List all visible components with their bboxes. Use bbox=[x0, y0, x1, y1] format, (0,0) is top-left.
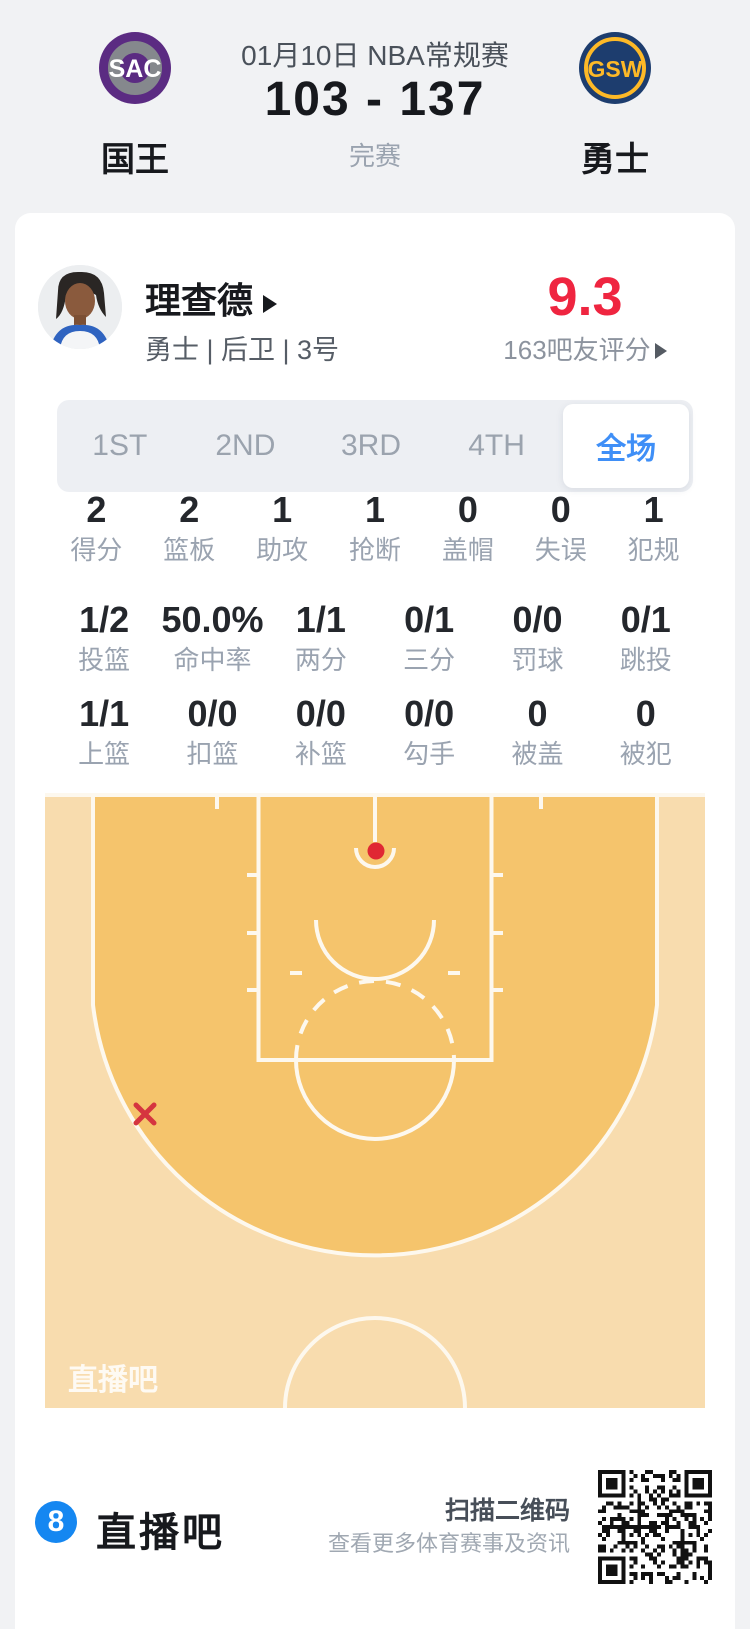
stat-item: 1 犯规 bbox=[627, 489, 680, 566]
svg-text:GSW: GSW bbox=[588, 56, 643, 82]
shot-chart-court: 直播吧 bbox=[45, 793, 705, 1409]
paint-lane bbox=[256, 793, 494, 1062]
match-status: 完赛 bbox=[348, 141, 401, 171]
tab-1ST[interactable]: 1ST bbox=[92, 429, 148, 462]
player-name: 理查德 bbox=[145, 280, 254, 321]
stat-item: 1 抢断 bbox=[349, 489, 402, 566]
svg-text:SAC: SAC bbox=[109, 55, 162, 83]
missed-shot-marker bbox=[133, 1102, 157, 1126]
made-shot-marker bbox=[367, 842, 385, 860]
stat-item: 1 助攻 bbox=[256, 489, 309, 566]
qr-code bbox=[598, 1470, 712, 1584]
tab-2ND[interactable]: 2ND bbox=[215, 429, 276, 462]
stat-item: 0 被犯 bbox=[619, 693, 672, 770]
rating-source-label: 163吧友评分 bbox=[503, 335, 651, 365]
center-circle-arc bbox=[283, 1316, 467, 1409]
expand-arrow-icon bbox=[263, 295, 278, 313]
court-watermark: 直播吧 bbox=[68, 1364, 158, 1397]
quarter-tabs: 1ST 2ND 3RD 4TH 全场 bbox=[57, 400, 693, 492]
scan-hint: 扫描二维码 查看更多体育赛事及资讯 bbox=[328, 1496, 570, 1558]
stat-item: 1/1 两分 bbox=[294, 599, 347, 676]
stat-item: 0 被盖 bbox=[511, 693, 564, 770]
player-name-button[interactable]: 理查德 bbox=[145, 272, 278, 324]
stat-item: 2 得分 bbox=[70, 489, 123, 566]
scan-title: 扫描二维码 bbox=[444, 1497, 570, 1525]
home-team-name: 国王 bbox=[101, 141, 169, 179]
player-avatar bbox=[38, 265, 122, 349]
brand-name: 直播吧 bbox=[96, 1511, 225, 1555]
stat-item: 0/1 三分 bbox=[403, 599, 456, 676]
brand-logo-icon: 8 bbox=[35, 1501, 77, 1543]
match-date: 01月10日 NBA常规赛 bbox=[241, 40, 509, 71]
stat-item: 0/1 跳投 bbox=[619, 599, 672, 676]
shot-markers bbox=[133, 842, 385, 1126]
free-throw-arc-dashed bbox=[294, 979, 456, 1061]
away-team-logo: GSW bbox=[579, 32, 651, 104]
stat-item: 0/0 补篮 bbox=[294, 693, 347, 770]
restricted-arc bbox=[314, 919, 436, 981]
stats-row-shooting: 1/2 投篮 50.0% 命中率 1/1 两分 0/1 三分 0/0 罚球 0/1 跳投 bbox=[50, 599, 700, 676]
rating-source-link[interactable]: 163吧友评分 bbox=[460, 330, 710, 367]
three-point-line bbox=[91, 793, 659, 1258]
tab-4TH[interactable]: 4TH bbox=[468, 429, 525, 462]
away-team-name: 勇士 bbox=[581, 141, 649, 179]
stat-item: 1/1 上篮 bbox=[78, 693, 131, 770]
stat-item: 0/0 罚球 bbox=[511, 599, 564, 676]
stat-item: 2 篮板 bbox=[163, 489, 216, 566]
rim-arc bbox=[354, 847, 396, 869]
stat-item: 50.0% 命中率 bbox=[161, 599, 264, 676]
player-rating: 9.3 bbox=[547, 267, 623, 327]
tab-3RD[interactable]: 3RD bbox=[340, 429, 401, 462]
match-score: 103 - 137 bbox=[264, 73, 486, 126]
player-meta: 勇士 | 后卫 | 3号 bbox=[145, 335, 340, 365]
stat-item: 0/0 扣篮 bbox=[186, 693, 239, 770]
home-team-logo: SAC bbox=[99, 32, 171, 104]
stats-row-detail: 1/1 上篮 0/0 扣篮 0/0 补篮 0/0 勾手 0 被盖 0 被犯 bbox=[50, 693, 700, 770]
stat-item: 1/2 投篮 bbox=[78, 599, 131, 676]
scan-subtitle: 查看更多体育赛事及资讯 bbox=[327, 1531, 570, 1556]
stat-item: 0 失误 bbox=[534, 489, 587, 566]
arrow-right-icon bbox=[654, 343, 667, 359]
stat-item: 0/0 勾手 bbox=[403, 693, 456, 770]
free-throw-arc-solid bbox=[294, 1059, 456, 1141]
stats-row-main: 2 得分 2 篮板 1 助攻 1 抢断 0 盖帽 0 失误 1 犯规 bbox=[50, 489, 700, 566]
tab-全场[interactable]: 全场 bbox=[563, 404, 689, 488]
stat-item: 0 盖帽 bbox=[441, 489, 494, 566]
